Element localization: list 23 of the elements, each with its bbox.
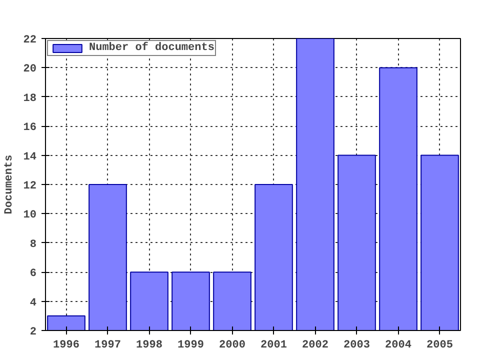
- y-tick-label: 4: [30, 297, 37, 310]
- y-tick-label: 6: [30, 268, 37, 280]
- x-tick-label: 2003: [344, 340, 370, 350]
- y-tick-label: 18: [23, 92, 37, 105]
- y-tick-label: 14: [23, 151, 37, 164]
- y-axis-title: Documents: [3, 154, 16, 214]
- x-tick-label: 2005: [426, 340, 454, 350]
- y-tick-label: 8: [30, 238, 37, 251]
- y-tick-label: 12: [23, 180, 36, 192]
- x-tick-label: 1999: [178, 340, 204, 350]
- x-tick-label: 2004: [385, 340, 412, 350]
- x-tick-label: 1998: [136, 340, 163, 350]
- y-tick-label: 22: [23, 34, 36, 46]
- x-tick-label: 2000: [219, 340, 246, 350]
- y-tick-label: 16: [23, 122, 36, 134]
- legend-label: Number of documents: [89, 42, 214, 54]
- x-tick-label: 2002: [302, 340, 328, 350]
- y-tick-label: 20: [23, 64, 36, 76]
- x-tick-label: 1997: [94, 340, 121, 350]
- x-tick-label: 2001: [260, 340, 288, 350]
- y-tick-label: 10: [23, 210, 36, 222]
- x-tick-label: 1996: [53, 340, 80, 350]
- y-tick-label: 2: [30, 326, 37, 338]
